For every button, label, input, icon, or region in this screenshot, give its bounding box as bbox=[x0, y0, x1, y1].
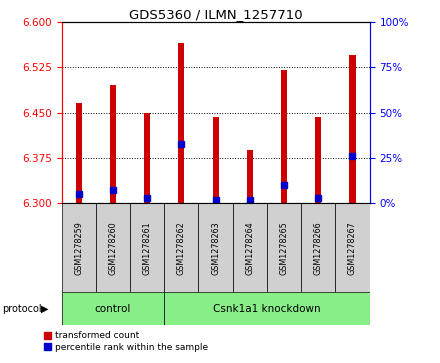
Bar bbox=[349, 55, 356, 203]
Bar bbox=[301, 203, 335, 292]
Text: GSM1278265: GSM1278265 bbox=[279, 221, 289, 275]
Text: GSM1278267: GSM1278267 bbox=[348, 221, 357, 275]
Bar bbox=[96, 203, 130, 292]
Bar bbox=[76, 103, 82, 203]
Text: GSM1278266: GSM1278266 bbox=[314, 221, 323, 274]
Bar bbox=[62, 203, 96, 292]
Text: GSM1278259: GSM1278259 bbox=[74, 221, 83, 275]
Text: GSM1278263: GSM1278263 bbox=[211, 221, 220, 274]
Text: GSM1278264: GSM1278264 bbox=[246, 221, 254, 274]
Text: GSM1278262: GSM1278262 bbox=[177, 221, 186, 275]
Legend: transformed count, percentile rank within the sample: transformed count, percentile rank withi… bbox=[44, 331, 208, 352]
Bar bbox=[213, 117, 219, 203]
Text: protocol: protocol bbox=[2, 303, 42, 314]
Bar bbox=[144, 113, 150, 203]
Bar bbox=[110, 85, 116, 203]
Bar bbox=[62, 292, 164, 325]
Bar bbox=[130, 203, 164, 292]
Title: GDS5360 / ILMN_1257710: GDS5360 / ILMN_1257710 bbox=[129, 8, 302, 21]
Bar bbox=[247, 150, 253, 203]
Bar bbox=[315, 117, 321, 203]
Text: GSM1278260: GSM1278260 bbox=[108, 221, 117, 274]
Text: ▶: ▶ bbox=[40, 303, 48, 314]
Bar bbox=[198, 203, 233, 292]
Bar bbox=[335, 203, 370, 292]
Bar bbox=[164, 203, 198, 292]
Text: GSM1278261: GSM1278261 bbox=[143, 221, 152, 274]
Text: control: control bbox=[95, 303, 131, 314]
Bar bbox=[233, 203, 267, 292]
Bar bbox=[164, 292, 370, 325]
Bar bbox=[281, 70, 287, 203]
Text: Csnk1a1 knockdown: Csnk1a1 knockdown bbox=[213, 303, 321, 314]
Bar bbox=[178, 43, 184, 203]
Bar bbox=[267, 203, 301, 292]
